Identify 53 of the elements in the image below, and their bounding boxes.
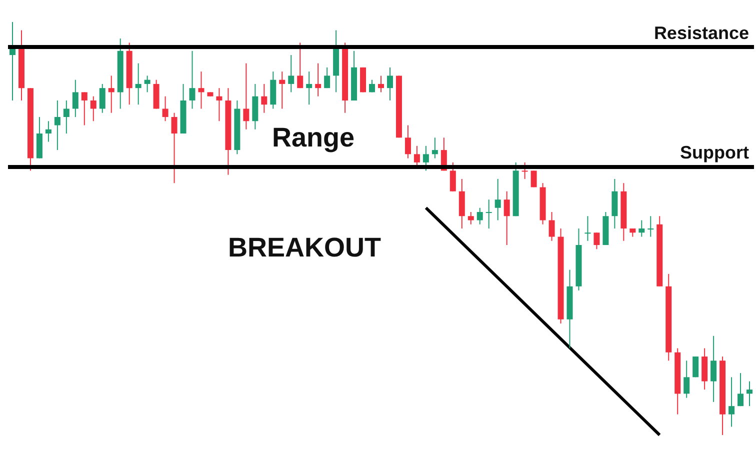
candlestick: [261, 83, 268, 114]
candlestick: [72, 79, 78, 118]
candlestick: [216, 88, 222, 122]
candlestick: [404, 124, 411, 159]
candlestick: [504, 190, 510, 246]
candlestick: [288, 54, 294, 93]
candlestick: [432, 137, 438, 159]
candlestick: [692, 356, 699, 378]
candlestick: [162, 96, 168, 122]
ref-line-label: Support: [680, 142, 749, 163]
candlestick: [45, 120, 52, 142]
candlestick: [728, 376, 735, 428]
candlestick: [584, 216, 591, 242]
candlestick: [198, 71, 204, 110]
candlestick: [81, 92, 88, 126]
candlestick: [494, 178, 501, 221]
candlestick: [414, 145, 420, 168]
candlestick: [738, 372, 744, 407]
candlestick: [297, 42, 304, 89]
candlestick: [189, 50, 196, 110]
candlestick: [144, 75, 150, 93]
ref-line-label: Resistance: [654, 22, 749, 43]
annotation: Range: [272, 122, 355, 152]
candlestick: [548, 211, 555, 242]
candlestick: [171, 112, 178, 184]
candlestick: [422, 145, 429, 172]
candlestick: [486, 199, 492, 229]
candlestick: [450, 162, 456, 192]
candlestick: [99, 83, 106, 114]
candlestick: [90, 96, 96, 122]
candlestick: [386, 66, 393, 101]
candlestick: [522, 162, 528, 180]
candlestick: [243, 62, 250, 130]
candlestick: [279, 71, 286, 110]
candlestick: [530, 170, 537, 188]
candlestick: [468, 211, 474, 225]
candlestick: [108, 75, 114, 114]
candlestick: [710, 335, 717, 402]
candlestick: [135, 62, 142, 106]
candlestick: [306, 71, 312, 106]
candlestick: [476, 207, 483, 225]
candlestick: [369, 79, 376, 93]
candlestick: [684, 360, 690, 398]
candlestick: [315, 62, 322, 97]
candlestick: [54, 100, 60, 151]
candlestick: [638, 220, 645, 238]
candlestick: [378, 75, 384, 93]
annotation: BREAKOUT: [228, 232, 382, 262]
candlestick: [63, 100, 70, 134]
candlestick: [746, 380, 753, 407]
candlestick: [324, 66, 330, 89]
candlestick: [594, 232, 600, 250]
candlestick: [648, 216, 654, 238]
